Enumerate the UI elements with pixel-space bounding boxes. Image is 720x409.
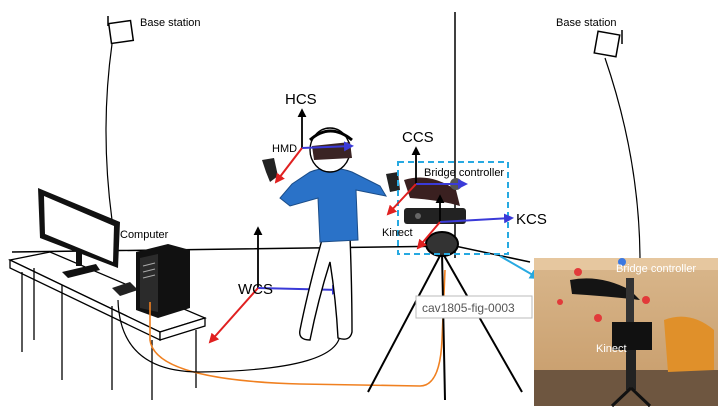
ccs-label: CCS <box>402 129 434 146</box>
base-station-left-label: Base station <box>140 17 201 29</box>
wcs-axes <box>208 226 342 344</box>
hmd-label: HMD <box>272 143 297 155</box>
hand-controller-right-icon <box>386 172 400 192</box>
base-station-right <box>593 30 641 263</box>
base-station-left <box>105 16 135 221</box>
kcs-label: KCS <box>516 211 547 228</box>
person-figure <box>279 127 388 341</box>
monitor-icon <box>38 188 120 278</box>
photo-kinect-label: Kinect <box>596 343 627 355</box>
cables <box>149 269 446 387</box>
hcs-axes <box>274 108 354 184</box>
callout-arrow <box>499 255 540 280</box>
kinect-device-icon <box>404 208 466 224</box>
ccs-axes <box>386 146 468 216</box>
highlight-box <box>397 161 509 255</box>
wcs-label: WCS <box>238 281 273 298</box>
inset-photo <box>534 258 718 408</box>
photo-bridge-controller-label: Bridge controller <box>616 263 696 275</box>
bridge-controller-label: Bridge controller <box>424 167 504 179</box>
figure-id: cav1805-fig-0003 <box>422 301 515 315</box>
computer-label: Computer <box>120 229 169 241</box>
kcs-axes <box>416 194 514 250</box>
bridge-controller-icon <box>404 177 462 206</box>
kinect-label: Kinect <box>382 227 413 239</box>
keyboard-icon <box>112 282 138 296</box>
hcs-label: HCS <box>285 91 317 108</box>
computer-tower-icon <box>136 244 190 318</box>
figure-id-box: cav1805-fig-0003 <box>415 295 533 319</box>
base-station-right-label: Base station <box>556 17 617 29</box>
hand-controller-left-icon <box>262 158 278 182</box>
